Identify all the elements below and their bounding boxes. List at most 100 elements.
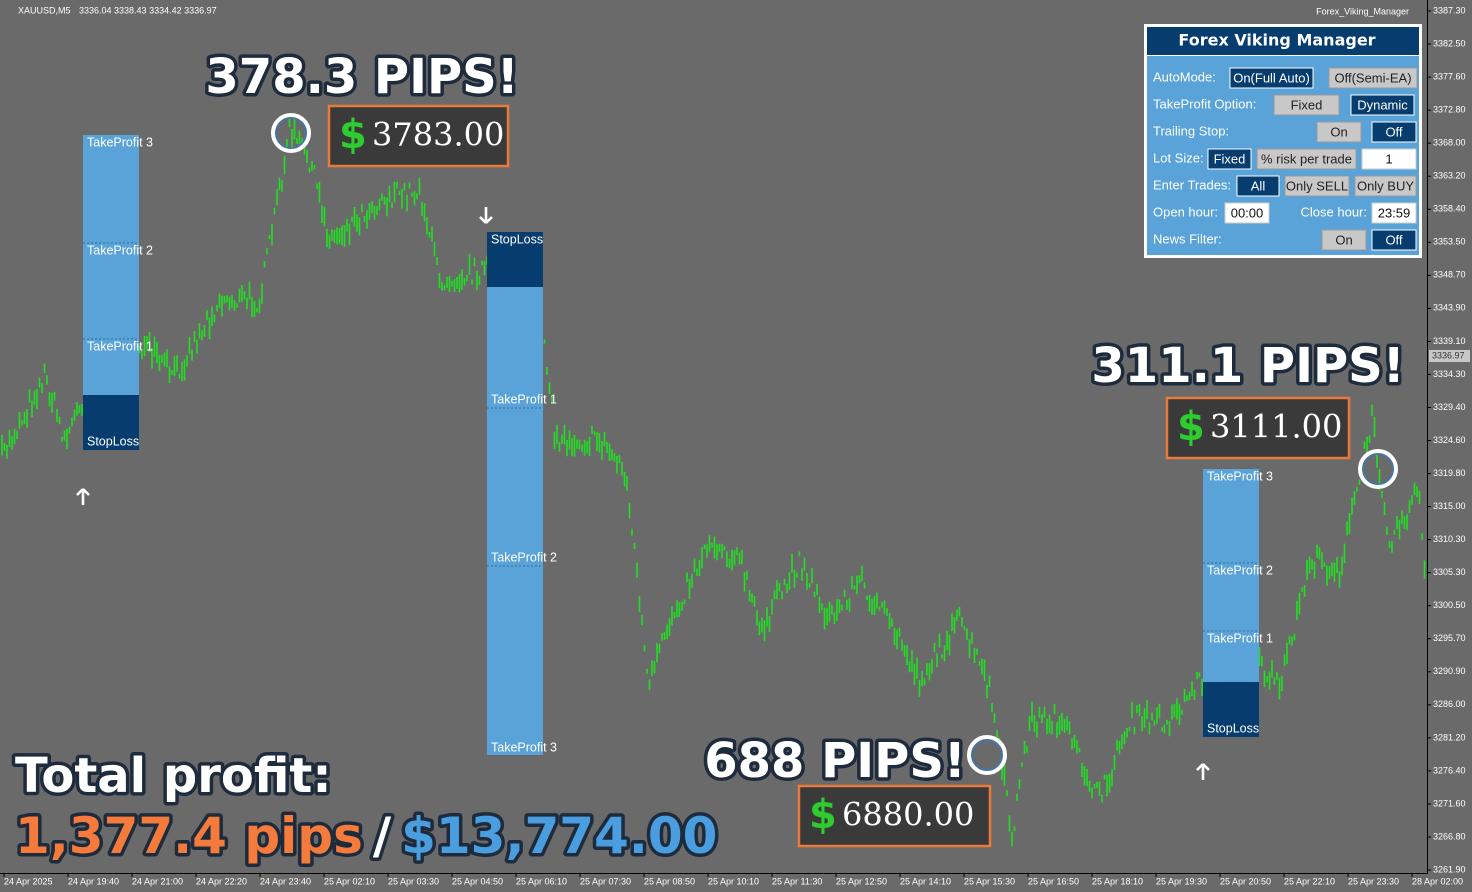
price-label: 3271.60 <box>1433 798 1466 808</box>
option-button-label[interactable]: On <box>1335 232 1352 247</box>
level-label: TakeProfit 2 <box>87 243 153 257</box>
time-label: 24 Apr 22:20 <box>196 876 247 886</box>
option-label: AutoMode: <box>1153 69 1216 84</box>
option-button[interactable] <box>1229 67 1314 89</box>
time-label: 25 Apr 19:30 <box>1156 876 1207 886</box>
panel-title: Forex Viking Manager <box>1178 31 1375 50</box>
control-panel: Forex Viking Manager AutoMode: On(Full Aut… <box>1144 24 1422 258</box>
time-label: 25 Apr 23:30 <box>1348 876 1399 886</box>
time-label: 25 Apr 18:10 <box>1092 876 1143 886</box>
option-button-label[interactable]: Only SELL <box>1286 178 1348 193</box>
input-box[interactable] <box>1361 148 1417 170</box>
profit-amount: 3111.00 <box>1210 408 1342 446</box>
level-label: TakeProfit 3 <box>491 740 557 754</box>
option-button-label[interactable]: Off <box>1385 232 1402 247</box>
option-label: Lot Size: <box>1153 150 1204 165</box>
hit-circle-inner <box>1362 453 1394 485</box>
current-price-box <box>1429 350 1470 362</box>
input-value[interactable]: 00:00 <box>1231 205 1264 220</box>
level-label: StopLoss <box>87 434 139 448</box>
option-button[interactable] <box>1321 229 1367 251</box>
price-label: 3276.40 <box>1433 765 1466 775</box>
trade-arrow <box>479 207 493 224</box>
stop-loss-zone <box>83 395 139 450</box>
option-button[interactable] <box>1236 175 1280 197</box>
time-label: 25 Apr 11:30 <box>772 876 822 886</box>
option-button[interactable] <box>1256 148 1357 170</box>
take-profit-zone <box>83 135 139 395</box>
option-button[interactable] <box>1350 94 1415 116</box>
trade-arrow <box>76 488 90 505</box>
time-label: 24 Apr 19:40 <box>68 876 119 886</box>
price-label: 3382.50 <box>1433 38 1466 48</box>
profit-box <box>1165 396 1351 460</box>
option-button-label[interactable]: Fixed <box>1214 151 1246 166</box>
price-label: 3372.80 <box>1433 104 1466 114</box>
price-label: 3334.30 <box>1433 369 1466 379</box>
level-label: StopLoss <box>1207 721 1259 735</box>
time-label: 25 Apr 03:30 <box>388 876 439 886</box>
option-button-label[interactable]: % risk per trade <box>1261 151 1352 166</box>
hit-circle <box>271 113 311 153</box>
time-label: 24 Apr 23:40 <box>260 876 311 886</box>
price-label: 3353.50 <box>1433 237 1466 247</box>
price-label: 3368.00 <box>1433 138 1466 148</box>
option-button[interactable] <box>1371 229 1417 251</box>
level-label: TakeProfit 1 <box>1207 631 1273 645</box>
quotes: 3336.04 3338.43 3334.42 3336.97 <box>79 5 217 15</box>
profit-box <box>327 104 510 168</box>
option-label: Trailing Stop: <box>1153 123 1229 138</box>
total-usd: $13,774.00 <box>401 807 717 865</box>
option-label: Close hour: <box>1301 204 1367 219</box>
level-label: TakeProfit 3 <box>87 135 153 149</box>
hit-circle-inner <box>971 739 1003 771</box>
price-label: 3339.10 <box>1433 336 1466 346</box>
option-button-label[interactable]: Fixed <box>1291 97 1323 112</box>
price-label: 3329.40 <box>1433 402 1466 412</box>
panel-title-bar <box>1147 27 1419 55</box>
profit-amount: 6880.00 <box>842 796 974 834</box>
option-button[interactable] <box>1207 148 1252 170</box>
hit-circle-inner <box>275 117 307 149</box>
option-button[interactable] <box>1371 121 1417 143</box>
candles <box>1 118 1426 847</box>
indicator-name: Forex_Viking_Manager <box>1316 6 1409 16</box>
option-label: Enter Trades: <box>1153 177 1231 192</box>
option-button[interactable] <box>1328 67 1418 89</box>
level-label: TakeProfit 3 <box>1207 469 1273 483</box>
time-label: 25 Apr 22:10 <box>1284 876 1335 886</box>
price-label: 3295.70 <box>1433 633 1466 643</box>
option-button[interactable] <box>1316 121 1362 143</box>
option-button[interactable] <box>1273 94 1340 116</box>
price-label: 3319.80 <box>1433 468 1466 478</box>
input-value[interactable]: 1 <box>1385 151 1392 166</box>
price-label: 3286.00 <box>1433 699 1466 709</box>
price-label: 3343.90 <box>1433 303 1466 313</box>
price-label: 3387.30 <box>1433 5 1466 15</box>
time-label: 25 Apr 06:10 <box>516 876 567 886</box>
option-button[interactable] <box>1284 175 1350 197</box>
price-label: 3305.30 <box>1433 567 1466 577</box>
option-button[interactable] <box>1354 175 1417 197</box>
time-label: 25 Apr 10:10 <box>708 876 759 886</box>
total-line: 1,377.4 pips / $13,774.00 <box>15 807 717 865</box>
take-profit-zone <box>487 287 543 755</box>
price-label: 3377.60 <box>1433 71 1466 81</box>
option-button-label[interactable]: Only BUY <box>1357 178 1414 193</box>
option-button-label[interactable]: Off <box>1385 124 1402 139</box>
currency: $ <box>1177 404 1205 450</box>
option-button-label[interactable]: All <box>1251 178 1266 193</box>
option-button-label[interactable]: On <box>1330 124 1347 139</box>
option-button-label[interactable]: Dynamic <box>1357 97 1408 112</box>
price-label: 3363.20 <box>1433 171 1466 181</box>
input-value[interactable]: 23:59 <box>1378 205 1411 220</box>
time-label: 25 Apr 08:50 <box>644 876 695 886</box>
profit-amount: 3783.00 <box>372 116 504 154</box>
option-button-label[interactable]: On(Full Auto) <box>1233 70 1310 85</box>
input-box[interactable] <box>1371 202 1417 224</box>
total-separator: / <box>373 807 392 865</box>
level-label: StopLoss <box>491 232 543 246</box>
option-button-label[interactable]: Off(Semi-EA) <box>1334 70 1411 85</box>
level-label: TakeProfit 2 <box>491 550 557 564</box>
input-box[interactable] <box>1224 202 1270 224</box>
